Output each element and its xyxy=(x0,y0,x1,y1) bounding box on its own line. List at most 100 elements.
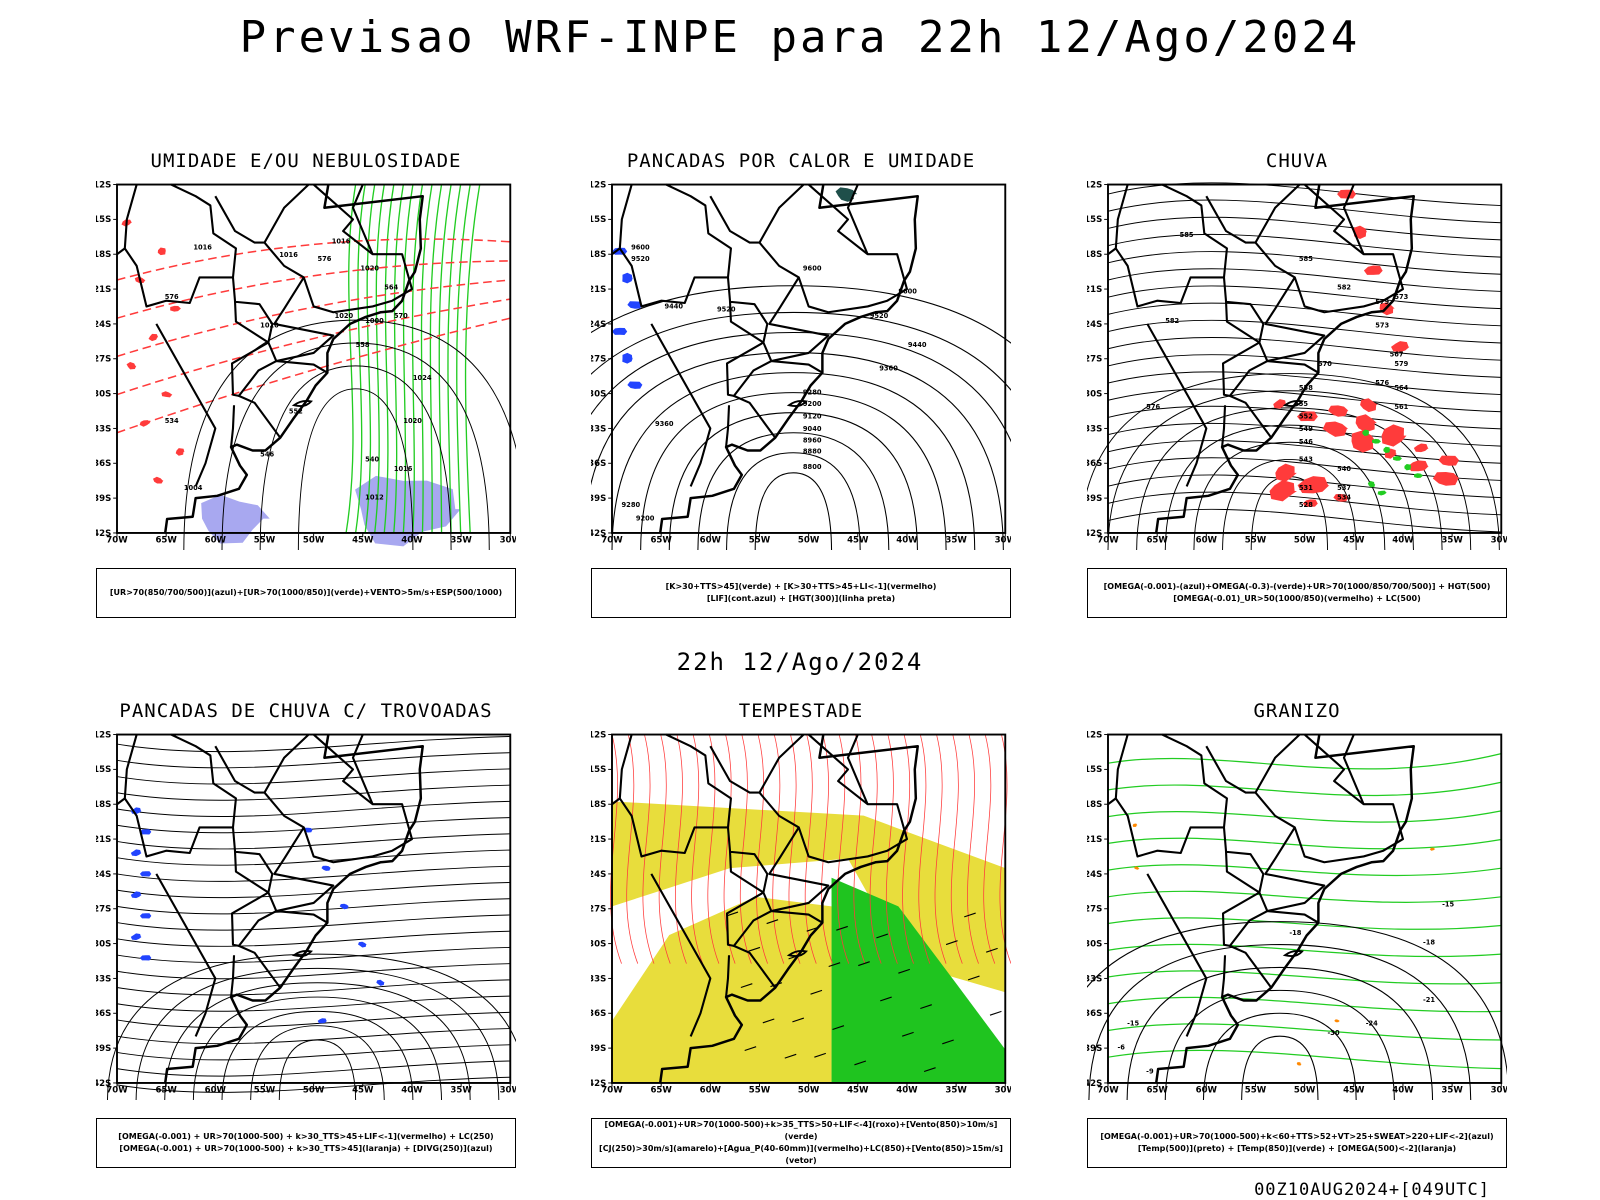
streamline xyxy=(116,882,511,899)
divergence-contour xyxy=(130,933,142,941)
lat-tick-label: 42S xyxy=(1087,1079,1102,1089)
wind-vector xyxy=(898,968,910,974)
lon-tick-label: 30W xyxy=(1491,1086,1507,1096)
divergence-contour xyxy=(139,955,152,961)
lon-tick-label: 45W xyxy=(1343,536,1365,546)
political-border xyxy=(618,733,732,858)
temp-500-contour xyxy=(1087,921,1507,1077)
political-border xyxy=(263,733,310,794)
lat-tick-label: 21S xyxy=(1087,835,1102,845)
lat-tick-label: 24S xyxy=(1087,870,1102,880)
lon-tick-label: 70W xyxy=(601,1086,623,1096)
lat-tick-label: 18S xyxy=(96,250,111,260)
precipitable-water-contour xyxy=(756,734,768,964)
lon-tick-label: 70W xyxy=(1097,1086,1119,1096)
lon-tick-label: 45W xyxy=(352,1086,374,1096)
streamline xyxy=(116,979,511,996)
precipitable-water-contour xyxy=(983,734,996,964)
precipitable-water-contour xyxy=(934,734,947,964)
lat-tick-label: 30S xyxy=(96,939,111,949)
omega-rain-area xyxy=(1275,463,1297,482)
temp-850-contour xyxy=(1107,943,1502,958)
wind-vector xyxy=(740,983,753,989)
divergence-contour xyxy=(317,1018,327,1024)
streamline xyxy=(1107,285,1502,310)
contour-label: 573 xyxy=(1375,322,1389,330)
lat-tick-label: 30S xyxy=(96,389,111,399)
contour-label: 546 xyxy=(1299,438,1313,446)
wind-vector xyxy=(945,940,958,946)
lat-tick-label: 18S xyxy=(1087,250,1102,260)
omega-green-area xyxy=(1414,473,1423,478)
humidity-1000-850-contour xyxy=(383,184,395,534)
wind-vector xyxy=(876,933,889,939)
contour-label: 9520 xyxy=(870,312,889,320)
humidity-1000-850-contour xyxy=(429,184,443,533)
wind-vector xyxy=(828,962,841,968)
streamline xyxy=(116,1076,511,1093)
lat-tick-label: 24S xyxy=(591,870,606,880)
temp-850-contour xyxy=(1107,890,1502,903)
lon-tick-label: 55W xyxy=(1245,1086,1267,1096)
omega-rain-area xyxy=(1297,476,1330,494)
lat-tick-label: 39S xyxy=(1087,494,1102,504)
political-border xyxy=(1228,892,1273,989)
panel-title: UMIDADE E/OU NEBULOSIDADE xyxy=(150,150,462,172)
omega-rain-area xyxy=(1302,499,1318,507)
lon-tick-label: 65W xyxy=(1146,1086,1168,1096)
contour-label: 570 xyxy=(1318,360,1332,368)
political-border xyxy=(725,405,731,448)
lat-tick-label: 36S xyxy=(591,1009,606,1019)
political-border xyxy=(273,276,335,374)
lagoa-dos-patos xyxy=(291,949,313,957)
lon-tick-label: 30W xyxy=(995,536,1011,546)
political-border xyxy=(1264,276,1326,374)
map-trovoadas: 12S 15S 18S 21S 24S 27S 30S 33S 36S 39S 42S70W 65W 6… xyxy=(96,730,516,1100)
lat-tick-label: 27S xyxy=(591,355,606,365)
lat-tick-label: 18S xyxy=(1087,800,1102,810)
lon-tick-label: 30W xyxy=(500,1086,516,1096)
lon-tick-label: 45W xyxy=(352,536,374,546)
lat-tick-label: 33S xyxy=(591,424,606,434)
lat-tick-label: 36S xyxy=(96,459,111,469)
coastline xyxy=(658,184,919,534)
lon-tick-label: 30W xyxy=(995,1086,1011,1096)
lc250-contour xyxy=(250,1025,385,1100)
omega-rain-area xyxy=(1408,460,1429,472)
political-border xyxy=(351,184,374,255)
lat-tick-label: 42S xyxy=(591,1079,606,1089)
lon-tick-label: 60W xyxy=(700,1086,722,1096)
streamline xyxy=(116,768,511,785)
wind-vector xyxy=(880,996,892,1002)
omega-rain-area xyxy=(1363,265,1383,275)
political-border xyxy=(230,341,269,397)
temp-500-contour xyxy=(1126,966,1434,1100)
contour-label: 546 xyxy=(260,451,274,459)
map-umidade: 1016 1016 1016 1020 1020 1020 1024 1020 1016 1012… xyxy=(96,180,516,550)
legend-line-2: [LIF](cont.azul) + [HGT(300)](linha pret… xyxy=(706,594,896,603)
political-border xyxy=(732,342,777,439)
temp-850-contour xyxy=(1107,753,1502,770)
contour-label: -24 xyxy=(1366,1020,1378,1028)
height-500-contour xyxy=(1107,390,1472,550)
wind-vector xyxy=(748,946,761,952)
lat-tick-label: 30S xyxy=(1087,939,1102,949)
map-content: 12S 15S 18S 21S 24S 27S 30S 33S 36S 39S 42S70W 65W 6… xyxy=(96,730,516,1100)
lon-tick-label: 30W xyxy=(1491,536,1507,546)
humidity-850-500-area xyxy=(201,494,270,544)
lat-tick-label: 18S xyxy=(591,800,606,810)
pressure-isobar xyxy=(221,342,490,550)
lat-tick-label: 21S xyxy=(1087,285,1102,295)
contour-label: 1020 xyxy=(335,312,354,320)
lat-tick-label: 33S xyxy=(96,424,111,434)
streamline xyxy=(116,784,511,801)
omega-rain-area xyxy=(1391,341,1410,352)
legend-line-1: [OMEGA(-0.001)+UR>70(1000-500)+k>35_TTS>… xyxy=(604,1120,998,1141)
streamline xyxy=(1107,251,1502,275)
lat-tick-label: 30S xyxy=(591,939,606,949)
height-500-contour xyxy=(1193,441,1386,550)
map-content: 1016 1016 1016 1020 1020 1020 1024 1020 1016 1012… xyxy=(96,180,516,550)
precipitable-water-contour xyxy=(626,734,639,964)
streamline xyxy=(1107,491,1502,516)
humidity-1000-850-contour xyxy=(447,184,462,533)
